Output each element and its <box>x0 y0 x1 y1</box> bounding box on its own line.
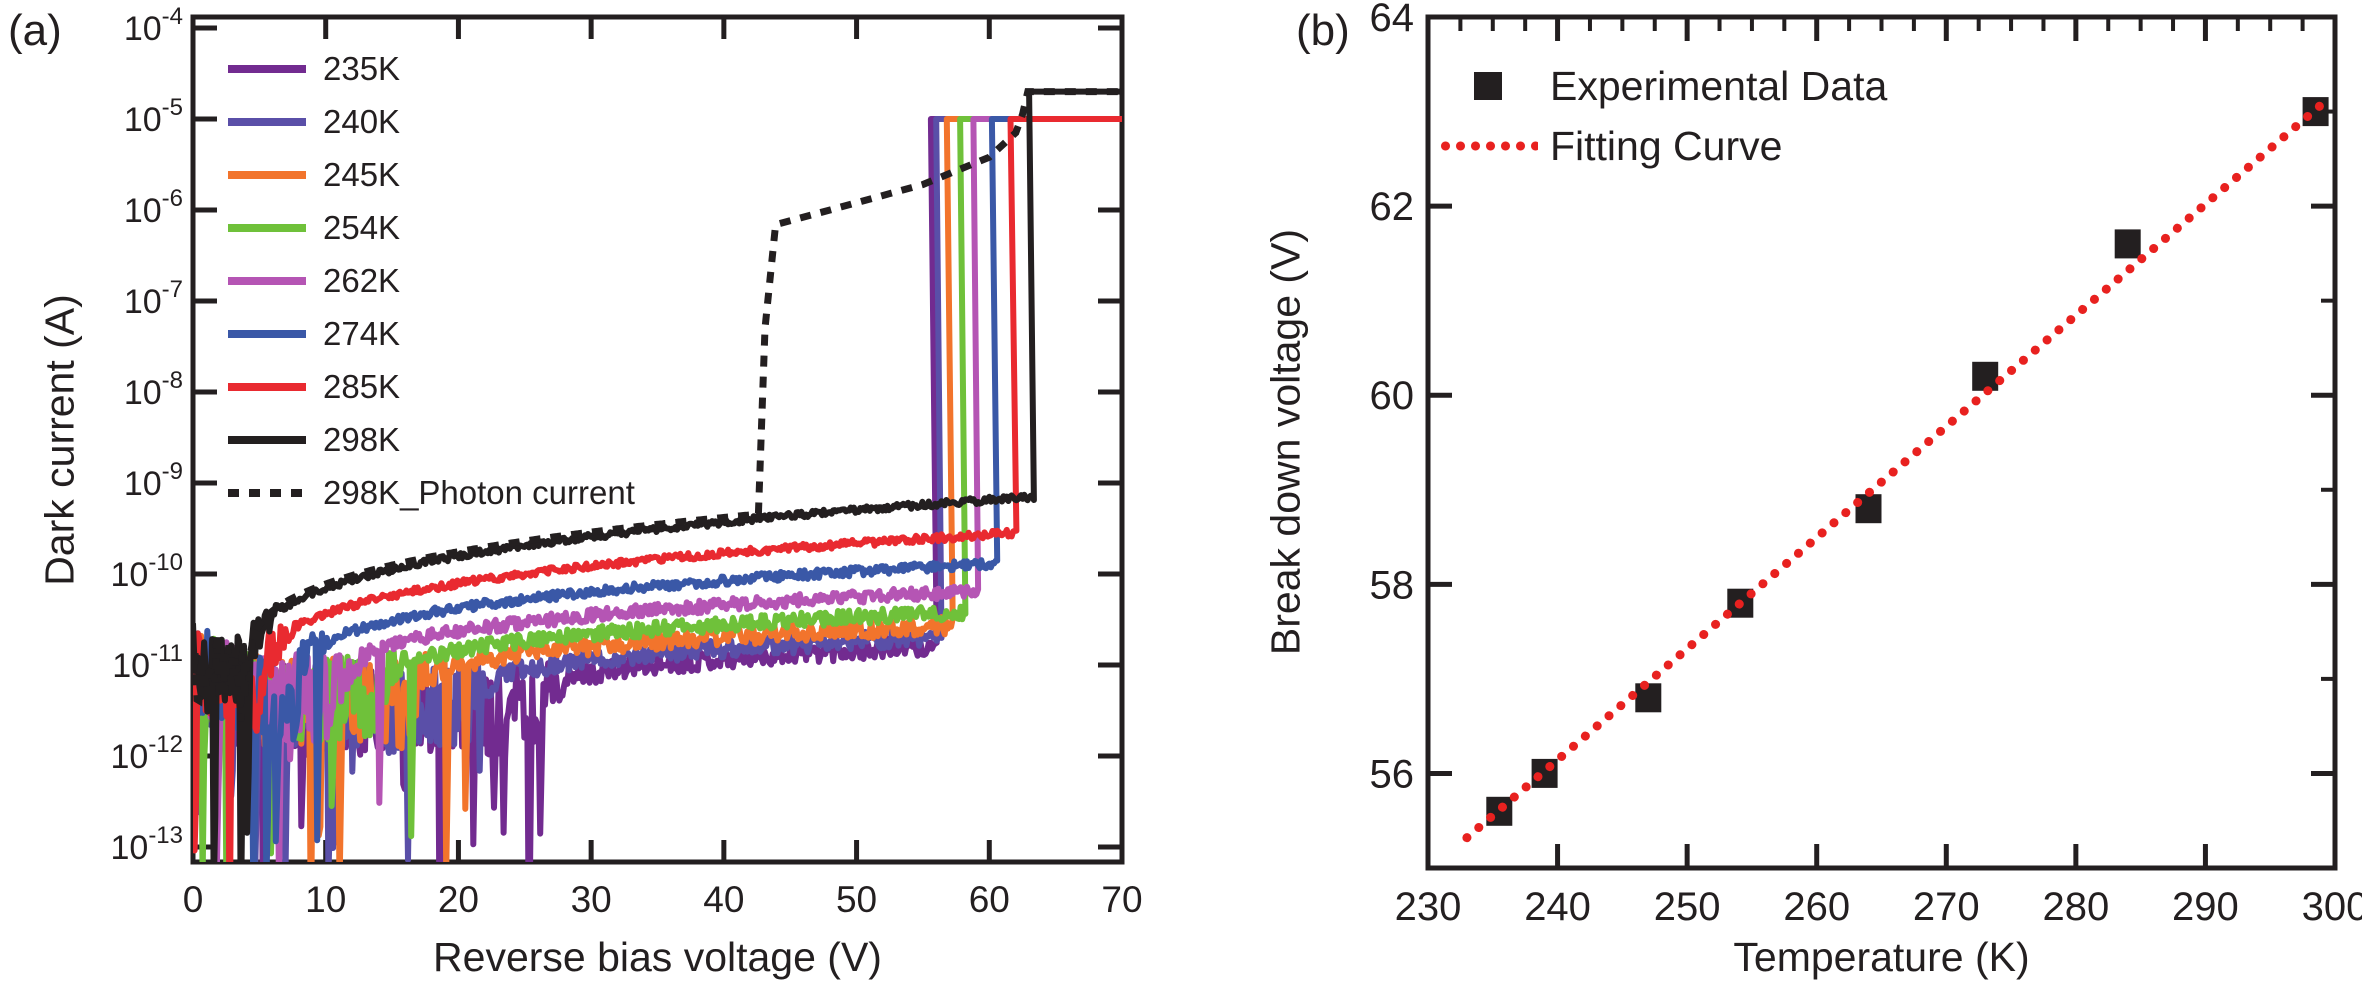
legend-item: 274K <box>228 307 635 360</box>
legend-item: Fitting Curve <box>1438 116 1887 176</box>
y-tick-label: 10-12 <box>110 731 183 776</box>
panel-a: 0 10 20 30 40 50 60 70 10-4 10-5 10-6 10-7 10-8 10-9 1… <box>110 3 1142 920</box>
x-tick-label: 290 <box>2172 885 2239 929</box>
legend-swatch-240K <box>228 117 306 126</box>
panel-b-letter: (b) <box>1296 6 1350 55</box>
legend-label: 245K <box>323 156 401 193</box>
panel-a-legend: 235K 240K 245K 254K 262K 274K 285K 298K <box>228 42 635 519</box>
legend-label: 298K <box>323 421 401 458</box>
legend-item: 298K <box>228 413 635 466</box>
x-tick-label: 0 <box>183 879 204 920</box>
y-tick-label: 10-10 <box>110 549 183 594</box>
x-tick-label: 300 <box>2302 885 2362 929</box>
x-tick-label: 50 <box>836 879 877 920</box>
legend-label: 262K <box>323 262 401 299</box>
panel-a-letter: (a) <box>8 6 62 55</box>
legend-swatch-298K <box>228 435 306 444</box>
curve-photon-current <box>193 88 1122 722</box>
legend-label: 285K <box>323 368 401 405</box>
legend-item: 245K <box>228 148 635 201</box>
x-tick-label: 240 <box>1524 885 1591 929</box>
panel-a-axis-box <box>190 14 1125 865</box>
panel-a-curves <box>193 88 1122 862</box>
legend-swatch-285K <box>228 382 306 391</box>
x-tick-label: 30 <box>571 879 612 920</box>
legend-label: Experimental Data <box>1550 62 1888 109</box>
x-tick-label: 40 <box>703 879 744 920</box>
panel-b-points <box>1486 97 2329 826</box>
y-tick-label: 10-11 <box>112 640 183 685</box>
legend-mark <box>1438 72 1538 100</box>
x-tick-label: 10 <box>305 879 346 920</box>
data-point-square <box>1972 361 1999 391</box>
legend-label: Fitting Curve <box>1550 122 1783 169</box>
curve-274K <box>193 116 1122 862</box>
curve-285K <box>193 116 1122 862</box>
legend-label: 274K <box>323 315 401 352</box>
legend-item: Experimental Data <box>1438 56 1887 116</box>
y-tick-label: 60 <box>1370 374 1415 418</box>
panel-b-yaxis-title: Break down voltage (V) <box>1262 228 1309 656</box>
data-point-square <box>2114 229 2141 259</box>
legend-swatch-274K <box>228 329 306 338</box>
x-tick-label: 260 <box>1783 885 1850 929</box>
panel-b-legend: Experimental Data Fitting Curve <box>1438 56 1887 176</box>
curve-298K <box>193 88 1122 862</box>
x-tick-label: 250 <box>1654 885 1721 929</box>
y-tick-label: 10-13 <box>110 822 183 867</box>
data-point-square <box>2302 97 2329 127</box>
legend-item: 254K <box>228 201 635 254</box>
fitting-curve-line <box>1462 92 2335 843</box>
y-tick-label: 10-6 <box>124 185 183 230</box>
legend-swatch-254K <box>228 223 306 232</box>
panel-a-xaxis-title: Reverse bias voltage (V) <box>433 934 882 980</box>
panel-a-yaxis-title: Dark current (A) <box>36 294 83 586</box>
y-tick-label: 10-5 <box>124 94 183 139</box>
panel-b-xaxis-title: Temperature (K) <box>1733 934 2030 980</box>
legend-mark <box>1438 141 1538 151</box>
legend-item: 235K <box>228 42 635 95</box>
y-tick-label: 10-7 <box>124 276 183 321</box>
fitting-curve-dotted-icon <box>1438 141 1538 151</box>
legend-label: 235K <box>323 50 401 87</box>
y-tick-label: 62 <box>1370 185 1415 229</box>
panel-b: 230 240 250 260 270 280 290 300 56 58 60 62 64 <box>1370 0 2362 929</box>
legend-swatch-235K <box>228 64 306 73</box>
legend-label: 240K <box>323 103 401 140</box>
x-tick-label: 270 <box>1913 885 1980 929</box>
legend-swatch-photon-dotted <box>228 488 306 497</box>
legend-item: 240K <box>228 95 635 148</box>
curve-262K <box>193 116 1122 862</box>
legend-item: 262K <box>228 254 635 307</box>
legend-label: 254K <box>323 209 401 246</box>
x-tick-label: 70 <box>1101 879 1142 920</box>
legend-item: 298K_Photon current <box>228 466 635 519</box>
y-tick-label: 10-9 <box>124 458 183 503</box>
y-tick-label: 64 <box>1370 0 1415 40</box>
legend-swatch-245K <box>228 170 306 179</box>
x-tick-label: 60 <box>969 879 1010 920</box>
y-tick-label: 10-4 <box>124 3 183 48</box>
legend-label: 298K_Photon current <box>323 474 635 511</box>
legend-swatch-262K <box>228 276 306 285</box>
x-tick-label: 230 <box>1395 885 1462 929</box>
data-point-square <box>1635 683 1662 713</box>
y-tick-label: 56 <box>1370 752 1415 796</box>
y-tick-label: 58 <box>1370 563 1415 607</box>
curve-254K <box>193 116 1122 862</box>
legend-item: 285K <box>228 360 635 413</box>
experimental-data-marker-icon <box>1474 72 1502 100</box>
y-tick-label: 10-8 <box>124 367 183 412</box>
x-tick-label: 280 <box>2042 885 2109 929</box>
x-tick-label: 20 <box>438 879 479 920</box>
